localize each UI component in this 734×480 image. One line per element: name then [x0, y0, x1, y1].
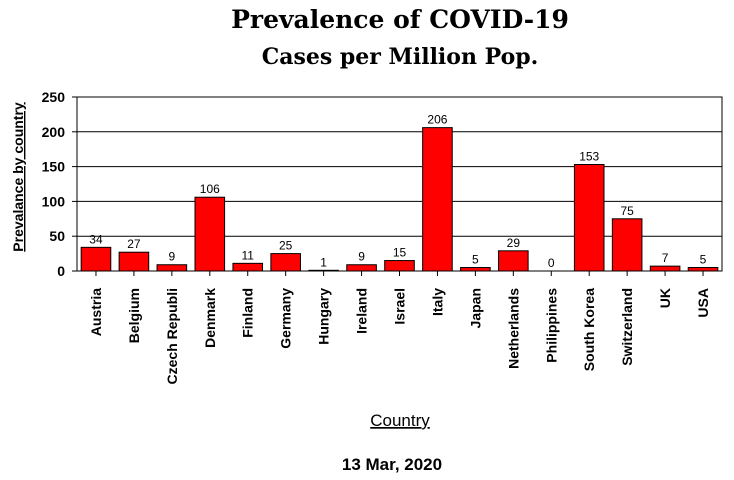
y-tick-label: 200 [42, 124, 66, 140]
data-label: 5 [700, 253, 707, 267]
x-tick-label: Germany [278, 288, 294, 349]
chart-subtitle: Cases per Million Pop. [262, 44, 539, 70]
bar [573, 164, 605, 272]
x-tick-label: Japan [467, 288, 483, 328]
data-label: 1 [320, 255, 327, 269]
data-label: 25 [279, 239, 293, 253]
data-label: 11 [242, 248, 255, 262]
bar [346, 264, 377, 272]
bar [80, 246, 112, 272]
data-label: 15 [393, 246, 407, 260]
bar [194, 196, 226, 272]
bar [460, 267, 491, 272]
x-tick-label: Hungary [316, 288, 332, 345]
chart-title: Prevalence of COVID-19 [231, 5, 569, 34]
data-label: 5 [472, 253, 479, 267]
x-tick-label: Austria [88, 288, 104, 336]
data-label: 206 [427, 113, 447, 127]
data-label: 7 [662, 251, 669, 265]
data-label: 29 [507, 236, 521, 250]
x-tick-label: USA [695, 288, 711, 318]
data-label: 153 [579, 150, 599, 164]
data-label: 27 [127, 237, 141, 251]
bar [118, 251, 150, 272]
x-tick-label: Belgium [126, 288, 142, 343]
x-tick-label: Italy [429, 288, 445, 316]
bars [80, 127, 719, 272]
y-tick-labels: 0 50 100 150 200 250 [42, 89, 77, 279]
bar [270, 253, 301, 272]
x-tick-label: Ireland [354, 288, 370, 334]
chart-footer-date: 13 Mar, 2020 [342, 455, 442, 474]
y-tick-label: 250 [42, 89, 66, 105]
bar [156, 264, 188, 272]
data-label: 9 [358, 250, 365, 264]
x-tick-label: Israel [392, 288, 408, 325]
x-tick-label: Switzerland [619, 288, 635, 366]
y-axis-label: Prevalance by country [10, 102, 26, 252]
bar [498, 250, 529, 272]
data-label: 34 [89, 232, 103, 246]
x-tick-label: South Korea [581, 288, 597, 371]
bar [611, 218, 643, 272]
y-tick-label: 50 [49, 228, 65, 244]
bar [384, 260, 415, 272]
data-label: 75 [620, 204, 634, 218]
data-label: 106 [200, 182, 220, 196]
x-tick-label: Philippines [543, 288, 559, 363]
x-axis-label: Country [370, 411, 430, 430]
data-label: 0 [548, 256, 555, 270]
data-label: 9 [169, 250, 176, 264]
y-tick-label: 0 [57, 263, 65, 279]
bar [687, 267, 719, 272]
y-tick-label: 150 [42, 159, 66, 175]
bar [232, 262, 264, 272]
y-tick-label: 100 [42, 193, 66, 209]
x-tick-label: Finland [240, 288, 256, 338]
x-tick-labels: Austria Belgium Czech Republi Denmark Finlan… [88, 271, 711, 384]
bar [649, 265, 681, 272]
x-tick-label: Netherlands [505, 288, 521, 369]
bar [422, 127, 453, 272]
x-tick-label: Denmark [202, 288, 218, 348]
x-tick-label: Czech Republi [164, 288, 180, 384]
x-tick-label: UK [657, 288, 673, 308]
